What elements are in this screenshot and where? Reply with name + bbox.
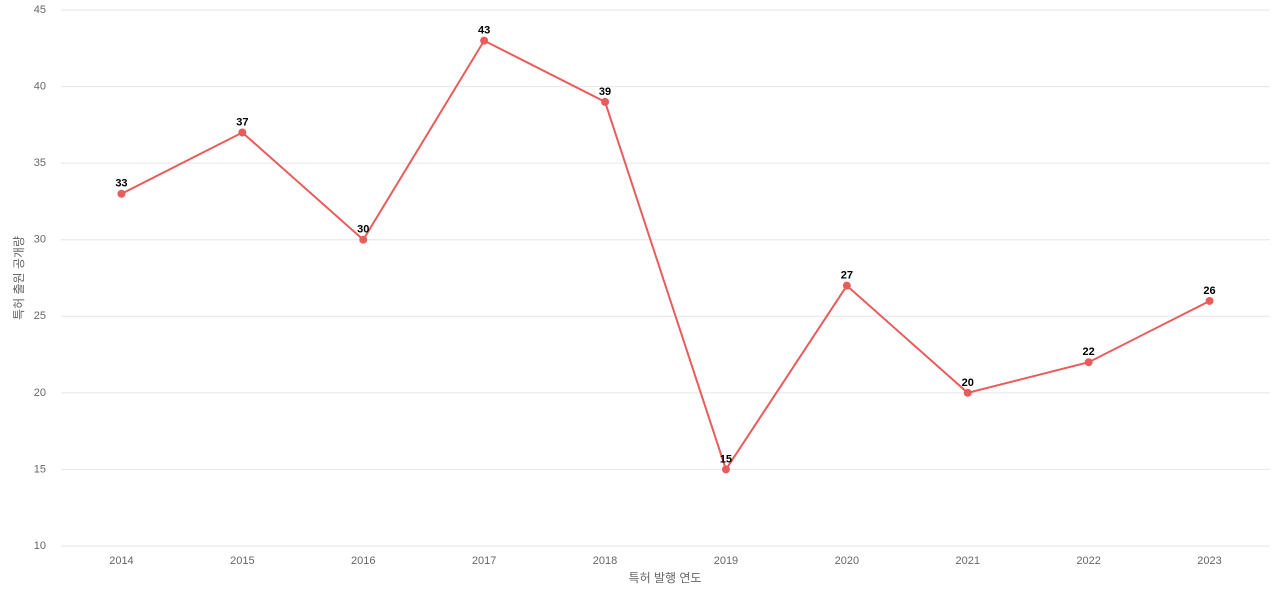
x-tick-label: 2015 — [230, 555, 254, 567]
y-tick-label: 40 — [34, 80, 46, 92]
x-tick-label: 2019 — [714, 555, 738, 567]
x-axis-title: 특허 발행 연도 — [629, 570, 702, 585]
data-label: 33 — [115, 178, 127, 190]
data-label: 39 — [599, 86, 611, 98]
data-label: 30 — [357, 224, 369, 236]
data-label: 15 — [720, 453, 732, 465]
point — [601, 97, 610, 106]
y-tick-label: 25 — [34, 310, 46, 322]
y-tick-label: 20 — [34, 387, 46, 399]
point — [359, 235, 368, 244]
x-tick-label: 2021 — [956, 555, 980, 567]
data-label: 27 — [841, 270, 853, 282]
x-tick-label: 2022 — [1076, 555, 1100, 567]
x-tick-label: 2014 — [109, 555, 133, 567]
point — [842, 281, 851, 290]
point — [1084, 358, 1093, 367]
data-label: 22 — [1083, 346, 1095, 358]
point — [721, 465, 730, 474]
y-tick-label: 10 — [34, 540, 46, 552]
point — [480, 36, 489, 45]
x-tick-label: 2018 — [593, 555, 617, 567]
y-tick-label: 45 — [34, 4, 46, 16]
x-tick-label: 2016 — [351, 555, 375, 567]
line — [120, 39, 1211, 472]
point — [1205, 296, 1214, 305]
point — [238, 128, 247, 137]
y-axis-title: 특허 출원 공개량 — [12, 236, 26, 320]
data-label: 20 — [962, 377, 974, 389]
point — [963, 388, 972, 397]
x-tick-label: 2020 — [835, 555, 859, 567]
y-tick-label: 35 — [34, 157, 46, 169]
y-tick-label: 30 — [34, 234, 46, 246]
x-tick-label: 2023 — [1197, 555, 1221, 567]
x-tick-label: 2017 — [472, 555, 496, 567]
data-label: 37 — [236, 116, 248, 128]
y-tick-label: 15 — [34, 463, 46, 475]
data-label: 43 — [478, 25, 490, 37]
point — [117, 189, 126, 198]
data-label: 26 — [1203, 285, 1215, 297]
